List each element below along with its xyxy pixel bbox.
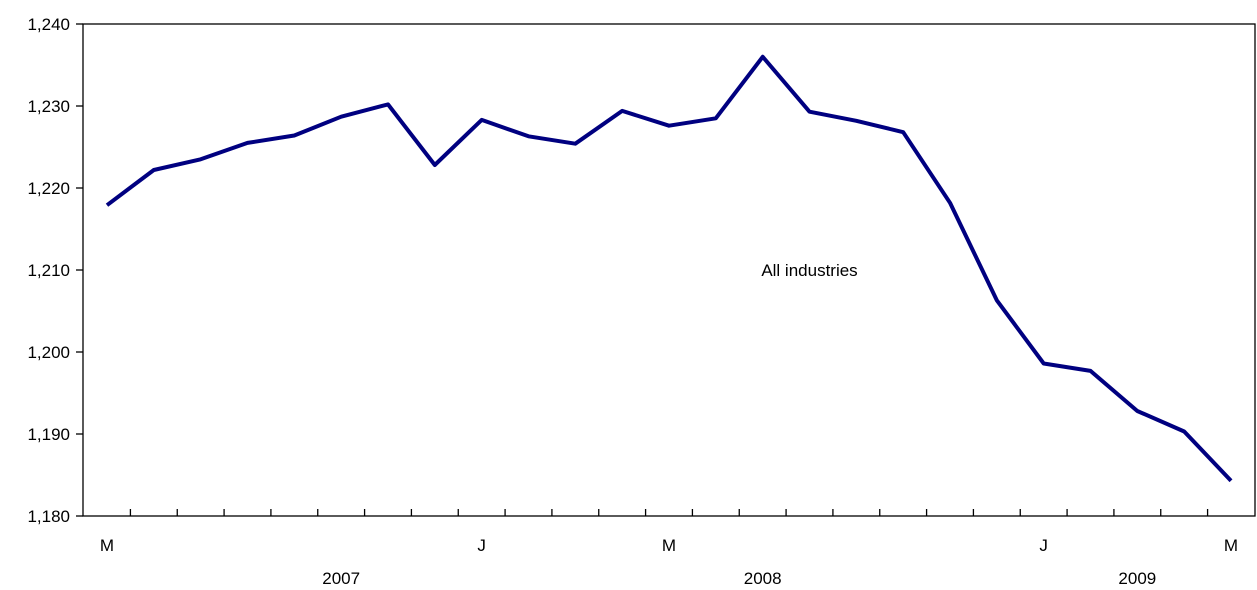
x-axis-year-labels: 2007 2008 2009 <box>322 569 1156 588</box>
y-tick-label: 1,190 <box>27 425 70 444</box>
y-tick-label: 1,220 <box>27 179 70 198</box>
plot-frame <box>82 23 1256 517</box>
x-month-label: M <box>1224 536 1238 555</box>
y-tick-label: 1,180 <box>27 507 70 526</box>
x-month-label: J <box>477 536 486 555</box>
annotation-label: All industries <box>761 261 857 280</box>
series-line-all-industries <box>105 54 1233 483</box>
y-tick-label: 1,210 <box>27 261 70 280</box>
x-month-label: M <box>100 536 114 555</box>
y-axis-ticks: 1,180 1,190 1,200 1,210 1,220 1,230 1,240 <box>27 15 83 526</box>
y-tick-label: 1,200 <box>27 343 70 362</box>
chart-annotations: All industries <box>761 261 857 280</box>
x-axis-ticks <box>129 509 1209 516</box>
x-month-label: M <box>662 536 676 555</box>
x-month-label: J <box>1039 536 1048 555</box>
x-year-label: 2009 <box>1118 569 1156 588</box>
x-year-label: 2007 <box>322 569 360 588</box>
x-year-label: 2008 <box>744 569 782 588</box>
y-tick-label: 1,240 <box>27 15 70 34</box>
y-tick-label: 1,230 <box>27 97 70 116</box>
